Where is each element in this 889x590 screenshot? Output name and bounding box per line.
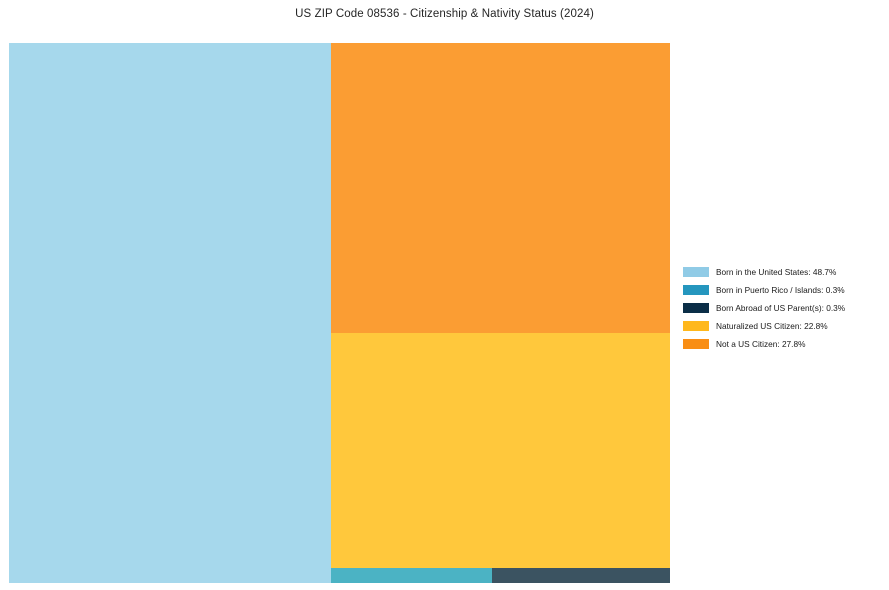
legend-label: Born in Puerto Rico / Islands: 0.3% <box>716 285 845 295</box>
legend-item[interactable]: Born in Puerto Rico / Islands: 0.3% <box>683 281 883 299</box>
legend-swatch-icon <box>683 285 709 295</box>
treemap-tile-born-in-puerto-rico[interactable] <box>331 568 492 583</box>
legend-item[interactable]: Born Abroad of US Parent(s): 0.3% <box>683 299 883 317</box>
legend-item[interactable]: Naturalized US Citizen: 22.8% <box>683 317 883 335</box>
legend-item[interactable]: Born in the United States: 48.7% <box>683 263 883 281</box>
legend-label: Born Abroad of US Parent(s): 0.3% <box>716 303 846 313</box>
treemap-plot-area <box>9 43 670 583</box>
treemap-tile-born-abroad-of-us-parents[interactable] <box>492 568 670 583</box>
treemap-tile-born-in-the-united-states[interactable] <box>9 43 331 583</box>
legend-swatch-icon <box>683 321 709 331</box>
legend-swatch-icon <box>683 267 709 277</box>
legend-label: Born in the United States: 48.7% <box>716 267 837 277</box>
legend-label: Not a US Citizen: 27.8% <box>716 339 806 349</box>
treemap-tile-not-a-us-citizen[interactable] <box>331 43 670 333</box>
legend-swatch-icon <box>683 339 709 349</box>
legend-swatch-icon <box>683 303 709 313</box>
legend-item[interactable]: Not a US Citizen: 27.8% <box>683 335 883 353</box>
treemap-tile-naturalized-us-citizen[interactable] <box>331 333 670 568</box>
chart-title: US ZIP Code 08536 - Citizenship & Nativi… <box>295 8 594 20</box>
legend-label: Naturalized US Citizen: 22.8% <box>716 321 828 331</box>
chart-legend: Born in the United States: 48.7% Born in … <box>683 263 883 353</box>
